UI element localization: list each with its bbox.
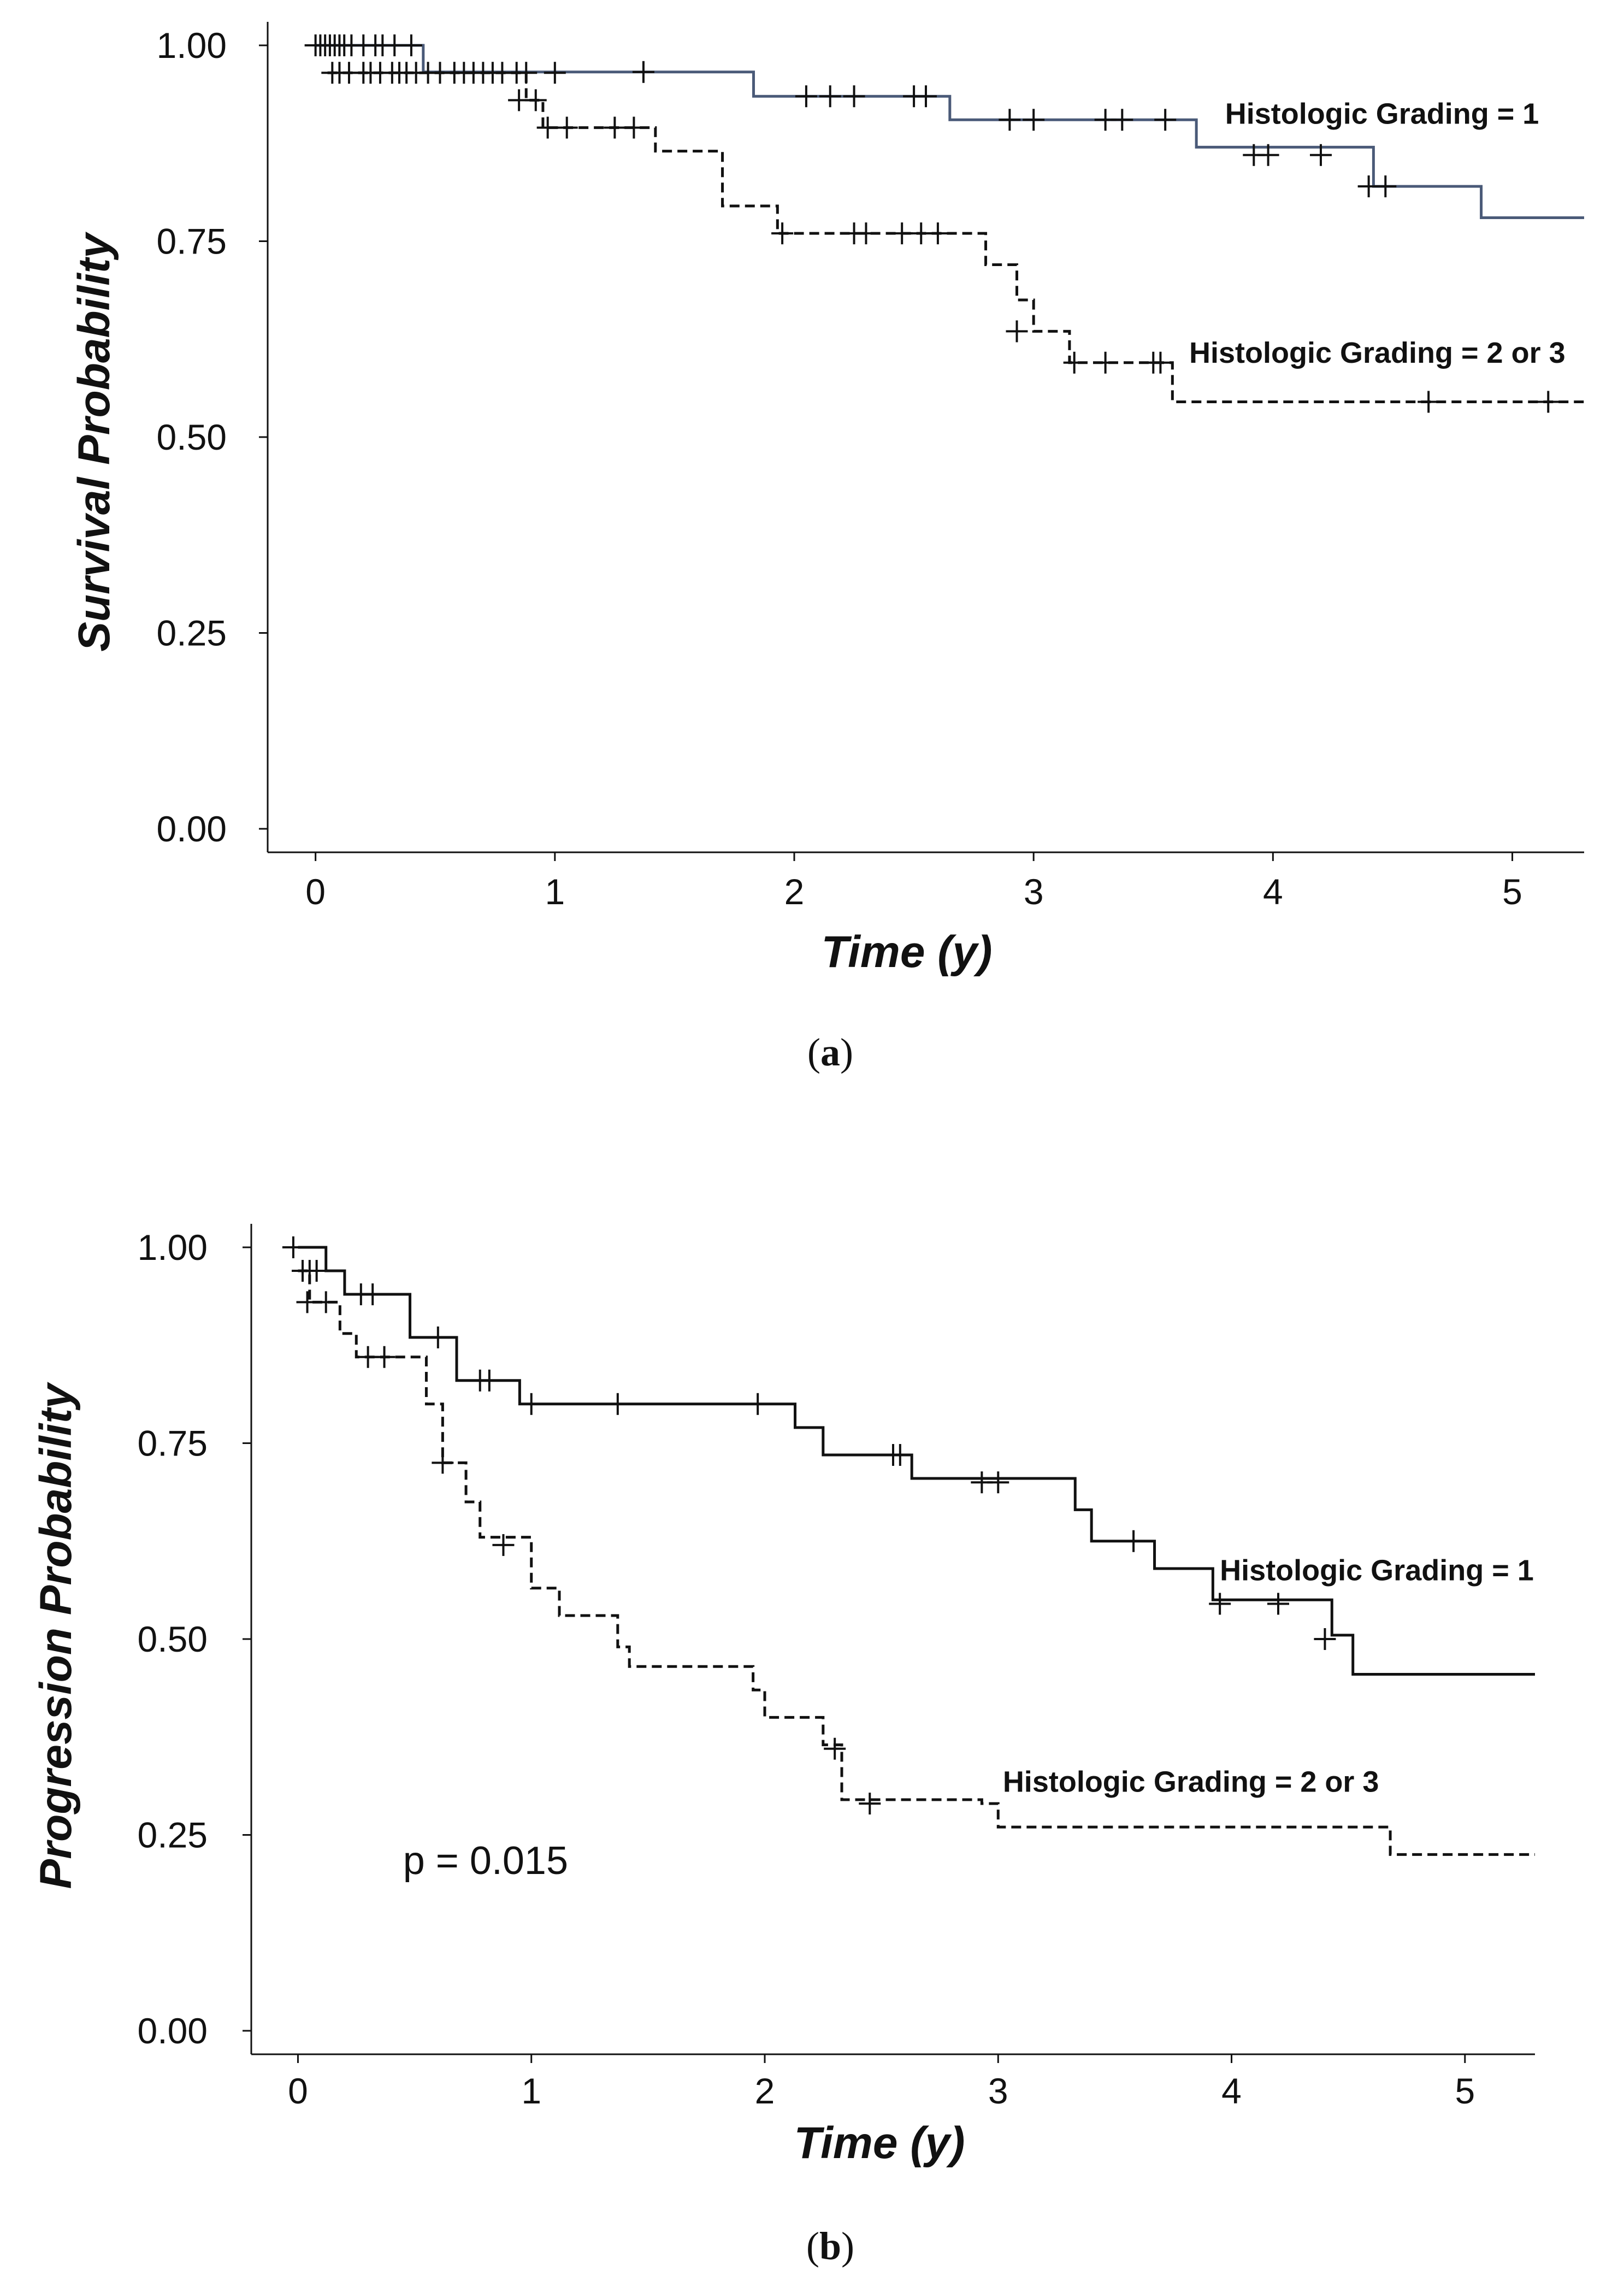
panel-a-series-grade-1-censor-mark (1257, 144, 1279, 166)
panel-b-series-grade-1-censor-mark (1267, 1593, 1289, 1615)
panel-b-caption: (b) (806, 2224, 854, 2268)
panel-a-y-tick-label: 1.00 (157, 25, 227, 66)
panel-a-series-grade-1-censor-mark (400, 34, 422, 57)
panel-b-y-tick-label: 0.75 (138, 1423, 208, 1464)
panel-a-y-axis-label: Survival Probability (69, 231, 119, 652)
panel-b-series-grade-2-3-censor-mark (859, 1793, 881, 1815)
panel-a-plot-area: 0.00 0.25 0.50 0.75 1.00 0 1 2 3 4 5 Histologic Gra… (157, 22, 1584, 912)
panel-b-series-grade-2-3-censor-mark (315, 1291, 337, 1313)
panel-a-x-tick-label: 4 (1263, 871, 1283, 912)
panel-b-x-tick-label: 1 (521, 2071, 541, 2111)
panel-b-chart: 0.00 0.25 0.50 0.75 1.00 0 1 2 3 4 5 Histologic Gra… (31, 1224, 1535, 2268)
panel-a-x-tick-label: 2 (784, 871, 805, 912)
panel-b-y-tick-label: 1.00 (138, 1227, 208, 1268)
panel-b-y-tick-label: 0.50 (138, 1619, 208, 1659)
panel-b-series-grade-1-line (298, 1246, 1535, 1676)
panel-a-x-tick-label: 3 (1024, 871, 1044, 912)
panel-b-series-grade-2-3-censor-mark (432, 1452, 454, 1474)
panel-a-series-grade-2-3-censor-mark (623, 116, 645, 139)
panel-a-series-grade-2-3-censor-mark (1006, 320, 1028, 343)
panel-a-series-grade-2-3-censor-mark (1149, 351, 1172, 374)
panel-b-series-grade-2-3-censor-mark (824, 1737, 846, 1760)
panel-b-series-grade-2-3-label: Histologic Grading = 2 or 3 (1003, 1766, 1379, 1799)
panel-b-x-tick-label: 3 (988, 2071, 1008, 2111)
panel-b-x-tick-label: 0 (288, 2071, 308, 2111)
panel-a-x-tick-label: 1 (545, 871, 565, 912)
panel-a-caption: (a) (807, 1030, 853, 1074)
panel-a-series-grade-1-label: Histologic Grading = 1 (1225, 97, 1539, 130)
panel-a-series-grade-2-3-censor-mark (536, 116, 559, 139)
panel-a-series-grade-2-3-line (327, 71, 1584, 403)
panel-a-series-grade-1-censor-mark (999, 109, 1021, 131)
panel-a-series-grade-2-3-censor-mark (1418, 391, 1440, 413)
panel-b-caption-letter: b (819, 2224, 841, 2268)
panel-a-y-tick-label: 0.50 (157, 417, 227, 457)
panel-a-series-grade-1-censor-mark (1310, 144, 1332, 166)
panel-a-x-axis-label: Time (y) (822, 927, 993, 977)
panel-a-chart: 0.00 0.25 0.50 0.75 1.00 0 1 2 3 4 5 Histologic Gra… (69, 22, 1584, 1074)
panel-a-series-grade-2-3-censor-mark (891, 222, 913, 245)
panel-a-series-grade-1-censor-mark (819, 85, 841, 108)
panel-b-y-tick-label: 0.25 (138, 1814, 208, 1855)
panel-a-series-grade-2-3-censor-mark (544, 62, 566, 84)
panel-a-series-grade-1-censor-mark (915, 85, 937, 108)
panel-a-series-grade-1-censor-mark (1154, 109, 1177, 131)
panel-b-plot-area: 0.00 0.25 0.50 0.75 1.00 0 1 2 3 4 5 Histologic Gra… (138, 1224, 1535, 2111)
panel-a-series-grade-1-censor-mark (795, 85, 817, 108)
panel-a-y-tick-label: 0.00 (157, 809, 227, 849)
panel-b-y-axis-label: Progression Probability (31, 1381, 81, 1889)
panel-b-series-grade-2-3-censor-mark (492, 1534, 515, 1556)
panel-a-series-grade-2-3-censor-mark (556, 116, 578, 139)
panel-b-series-grade-1-censor-mark (478, 1369, 500, 1392)
panel-b-series-grade-1-censor-mark (747, 1393, 769, 1415)
panel-b-p-value: p = 0.015 (403, 1839, 568, 1883)
panel-b-series-grade-1-censor-mark (1209, 1593, 1231, 1615)
panel-a-series-grade-2-3-censor-mark (855, 222, 877, 245)
panel-b-series-grade-1-label: Histologic Grading = 1 (1220, 1554, 1534, 1587)
panel-b-series-grade-1-censor-mark (362, 1283, 384, 1306)
panel-b-series-grade-1-censor-mark (987, 1471, 1009, 1494)
panel-a-series-grade-2-3-censor-mark (604, 116, 626, 139)
panel-b-x-tick-label: 2 (755, 2071, 775, 2111)
panel-a-series-grade-2-3-censor-mark (524, 89, 547, 111)
panel-b-series-grade-1-censor-mark (889, 1444, 911, 1466)
panel-b-series-grade-1-censor-mark (606, 1393, 629, 1415)
panel-b-y-tick-label: 0.00 (138, 2011, 208, 2051)
panel-a-caption-letter: a (820, 1030, 840, 1074)
panel-b-series-grade-2-3-censor-mark (373, 1346, 395, 1368)
panel-a-series-grade-2-3-censor-mark (926, 222, 949, 245)
panel-a-x-tick-label: 5 (1502, 871, 1522, 912)
panel-a-y-tick-label: 0.75 (157, 221, 227, 262)
panel-b-series-grade-1-censor-mark (1123, 1530, 1145, 1552)
panel-a-series-grade-1-censor-mark (1374, 175, 1397, 198)
panel-a-series-grade-2-3-censor-mark (771, 222, 794, 245)
panel-b-series-grade-2-3-censor-mark (296, 1291, 318, 1313)
panel-a-series-grade-2-3-censor-mark (1063, 351, 1085, 374)
panel-a-y-tick-label: 0.25 (157, 612, 227, 653)
panel-a-x-tick-label: 0 (305, 871, 326, 912)
panel-b-series-grade-1-censor-mark (1314, 1628, 1336, 1650)
panel-a-series-grade-1-censor-mark (1023, 109, 1045, 131)
panel-b-x-tick-label: 5 (1455, 2071, 1475, 2111)
panel-a-series-grade-2-3-censor-mark (1537, 391, 1560, 413)
panel-a-series-grade-2-3-censor-mark (515, 62, 538, 84)
panel-a-series-grade-1-censor-mark (1111, 109, 1133, 131)
panel-b-series-grade-2-3-censor-mark (292, 1260, 314, 1282)
panel-b-series-grade-1-censor-mark (520, 1393, 542, 1415)
panel-b-series-grade-1-censor-mark (427, 1326, 449, 1348)
panel-a-series-grade-2-3-label: Histologic Grading = 2 or 3 (1189, 337, 1566, 369)
panel-a-series-grade-1-line (315, 44, 1584, 219)
panel-a-series-grade-1-censor-mark (632, 61, 654, 83)
panel-a-series-grade-1-censor-mark (843, 85, 865, 108)
panel-b-x-axis-label: Time (y) (794, 2118, 965, 2168)
panel-a-series-grade-2-3-censor-mark (1094, 351, 1117, 374)
panel-b-x-tick-label: 4 (1221, 2071, 1242, 2111)
panel-b-series-grade-1-censor-mark (282, 1236, 304, 1259)
